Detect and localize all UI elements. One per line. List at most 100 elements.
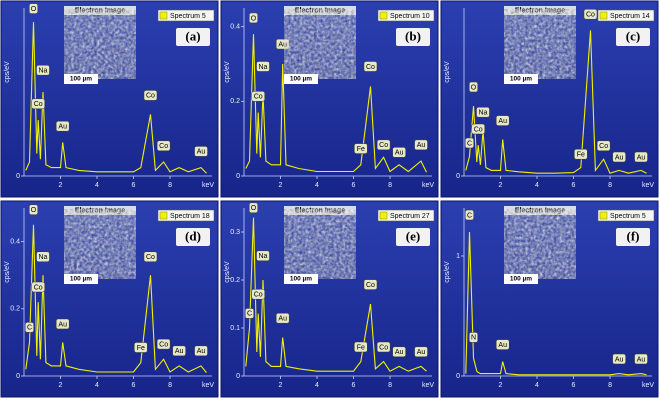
peak-label: Na xyxy=(259,253,268,260)
inset-title: Electron Image xyxy=(75,207,125,214)
peak-label: Na xyxy=(479,110,488,117)
scale-bar-box xyxy=(504,74,538,84)
peak-label: Co xyxy=(366,282,375,289)
peak-label: Au xyxy=(498,342,507,349)
peak-label-box xyxy=(392,147,406,158)
peak-label-box xyxy=(36,64,50,76)
peak-label: Au xyxy=(615,356,624,363)
peak-label: Fe xyxy=(357,344,365,351)
peak-label: Fe xyxy=(137,345,145,352)
scale-bar-label: 100 µm xyxy=(510,76,532,83)
y-tick-label: 0.2 xyxy=(230,98,240,105)
electron-image xyxy=(289,214,351,274)
peak-label: O xyxy=(251,15,257,22)
y-tick-label: 0 xyxy=(236,373,240,380)
electron-image xyxy=(509,214,571,274)
peak-label: C xyxy=(247,311,252,318)
inset-title-bar xyxy=(64,6,136,15)
peak-label-box xyxy=(363,279,378,290)
inset-title-bar xyxy=(504,206,576,215)
x-tick-label: 8 xyxy=(168,182,172,189)
x-tick-label: 2 xyxy=(499,182,503,189)
legend-label: Spectrum 14 xyxy=(610,13,650,20)
legend-box xyxy=(157,209,215,222)
peak-label-box xyxy=(31,98,45,110)
panel-letter: (d) xyxy=(185,228,201,243)
y-tick-label: 0 xyxy=(16,373,20,380)
peak-label: Co xyxy=(599,143,608,150)
peak-label: Co xyxy=(146,254,155,261)
x-tick-label: 6 xyxy=(352,382,356,389)
x-tick-label: 4 xyxy=(535,382,539,389)
electron-image xyxy=(509,14,571,74)
peak-label: O xyxy=(31,6,37,13)
panel-letter-box xyxy=(616,228,650,246)
panel-letter: (c) xyxy=(626,28,640,43)
peak-label: Co xyxy=(159,143,168,150)
peak-label-box xyxy=(134,342,148,353)
x-tick-label: 8 xyxy=(388,182,392,189)
y-tick-label: 0.2 xyxy=(230,277,240,284)
scale-bar-box xyxy=(284,274,318,284)
peak-label: Au xyxy=(498,118,507,125)
panel: 2 4 6 8 0 keV cps/eV C O Na Co Au Fe Co Co Au Au Electron… xyxy=(440,0,659,198)
legend-box xyxy=(597,9,655,22)
panel-letter: (a) xyxy=(185,28,200,43)
peak-label-box xyxy=(275,312,290,324)
peak-label-box xyxy=(251,288,265,300)
x-tick-label: 8 xyxy=(168,382,172,389)
peak-label-box xyxy=(156,338,171,350)
electron-image xyxy=(69,14,131,74)
inset-title: Electron Image xyxy=(75,7,125,14)
peak-label: Co xyxy=(379,142,388,149)
peak-label-box xyxy=(143,251,158,263)
panel-letter-box xyxy=(176,28,210,46)
x-tick-label: 8 xyxy=(608,182,612,189)
peak-label-box xyxy=(476,106,490,118)
peak-label: Fe xyxy=(577,152,585,159)
legend-box xyxy=(377,9,435,22)
peak-label: Au xyxy=(395,150,404,157)
peak-label: C xyxy=(467,212,472,219)
legend-swatch xyxy=(599,11,608,20)
y-axis-label: cps/eV xyxy=(444,61,451,83)
peak-label-box xyxy=(55,120,70,132)
inset-title-bar xyxy=(284,6,356,15)
peak-label-box xyxy=(612,151,626,163)
legend-swatch xyxy=(379,211,388,220)
peak-label-box xyxy=(471,123,485,135)
peak-label-box xyxy=(468,81,478,93)
peak-label-box xyxy=(251,91,265,102)
peak-label-box xyxy=(275,38,290,50)
peak-label-box xyxy=(414,139,428,151)
panel-letter: (e) xyxy=(406,228,420,243)
x-tick-label: 8 xyxy=(608,382,612,389)
legend-label: Spectrum 18 xyxy=(170,213,210,220)
peak-label: Au xyxy=(637,154,646,161)
peak-label-box xyxy=(464,137,474,149)
peak-label: Co xyxy=(34,284,43,291)
peak-label: Au xyxy=(395,349,404,356)
x-tick-label: 8 xyxy=(388,382,392,389)
spectrum xyxy=(25,21,207,174)
peak-label: Na xyxy=(39,68,48,75)
peak-label: Na xyxy=(259,64,268,71)
scale-bar-label: 100 µm xyxy=(290,76,312,83)
peak-label: Au xyxy=(197,149,206,156)
peak-label-box xyxy=(256,61,270,72)
inset-title: Electron Image xyxy=(295,207,345,214)
y-tick-label: 0 xyxy=(456,373,460,380)
peak-label-box xyxy=(612,353,626,365)
x-tick-label: 6 xyxy=(132,182,136,189)
y-axis-label: cps/eV xyxy=(224,61,231,83)
electron-image xyxy=(289,14,351,74)
x-tick-label: 2 xyxy=(59,182,63,189)
peak-label-box xyxy=(376,341,391,353)
inset-title: Electron Image xyxy=(295,7,345,14)
peak-label-box xyxy=(24,322,34,333)
x-axis-label: keV xyxy=(422,382,434,389)
peak-label: Co xyxy=(474,126,483,133)
y-tick-label: 0 xyxy=(236,173,240,180)
peak-label: O xyxy=(471,84,477,91)
x-tick-label: 2 xyxy=(59,382,63,389)
